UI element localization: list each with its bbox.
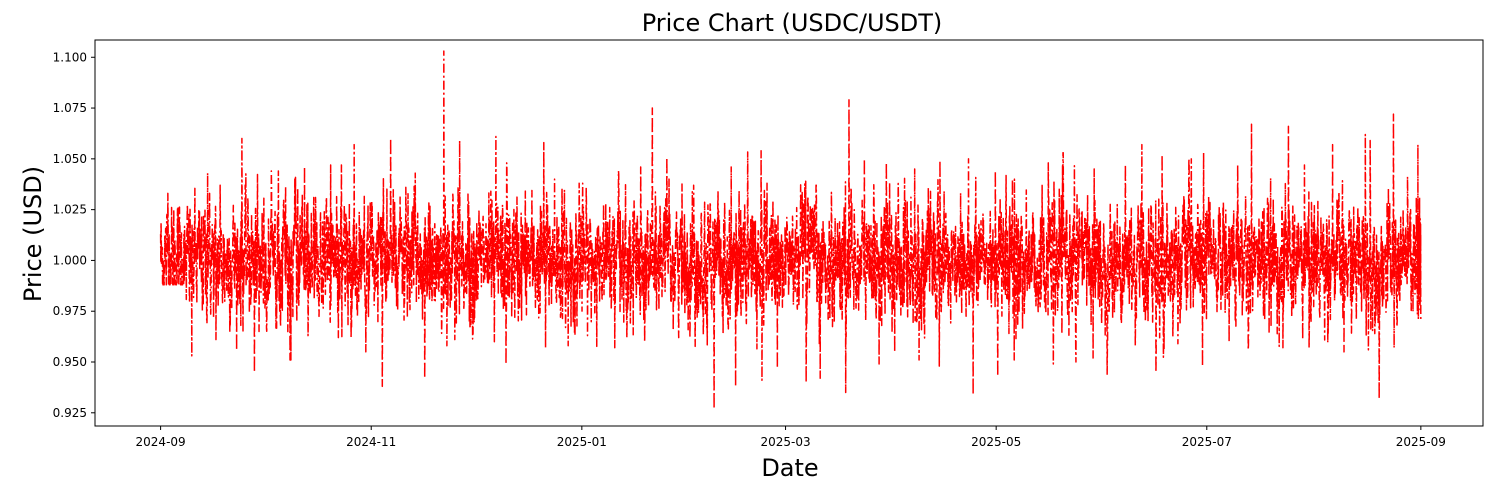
series-layer xyxy=(159,50,1422,410)
y-tick-label: 1.100 xyxy=(53,50,87,64)
x-axis-label: Date xyxy=(761,454,818,482)
x-tick-label: 2025-01 xyxy=(557,435,607,449)
y-tick-label: 0.975 xyxy=(53,304,87,318)
y-tick-label: 0.950 xyxy=(53,355,87,369)
y-tick-label: 1.075 xyxy=(53,101,87,115)
y-tick-label: 1.000 xyxy=(53,253,87,267)
x-tick-label: 2025-07 xyxy=(1182,435,1232,449)
y-tick-label: 1.050 xyxy=(53,152,87,166)
y-axis-label: Price (USD) xyxy=(19,166,47,302)
x-tick-label: 2024-09 xyxy=(136,435,186,449)
plot-area-frame xyxy=(94,39,1484,427)
y-axis: 0.925 0.950 0.975 1.000 1.025 1.050 1.075 1.100 xyxy=(53,50,95,420)
price-series-line xyxy=(159,50,1422,410)
x-tick-label: 2025-03 xyxy=(760,435,810,449)
x-axis: 2024-09 2024-11 2025-01 2025-03 2025-05 2025-… xyxy=(136,426,1446,449)
y-tick-label: 0.925 xyxy=(53,406,87,420)
y-tick-label: 1.025 xyxy=(53,203,87,217)
chart-title: Price Chart (USDC/USDT) xyxy=(642,9,943,37)
x-tick-label: 2024-11 xyxy=(346,435,396,449)
x-tick-label: 2025-05 xyxy=(971,435,1021,449)
x-tick-label: 2025-09 xyxy=(1396,435,1446,449)
